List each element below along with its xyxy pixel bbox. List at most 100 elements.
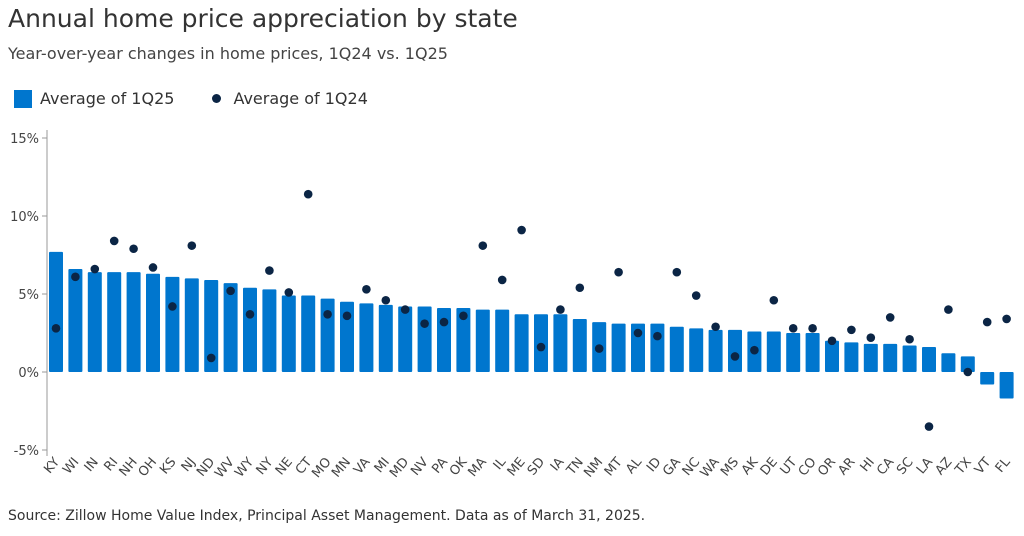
bar-WA [708, 329, 723, 372]
dot-NV [420, 319, 429, 328]
dot-GA [672, 267, 682, 277]
dot-CA [885, 313, 895, 322]
x-tick-label: PA [429, 455, 451, 477]
dot-ME [517, 225, 526, 235]
bar-MN [340, 301, 354, 372]
x-tick-label: NE [273, 455, 296, 478]
bar-ND [204, 279, 219, 372]
dot-MO [323, 309, 332, 319]
bar-WV [223, 283, 238, 372]
dot-WI [71, 272, 80, 282]
bar-SC [902, 345, 917, 372]
dot-NC [691, 291, 701, 300]
bar-MA [475, 309, 490, 372]
dot-SD [536, 342, 546, 352]
dot-KY [51, 324, 61, 333]
bar-NC [689, 328, 704, 372]
dot-MN [342, 311, 352, 321]
x-tick-label: HI [858, 455, 878, 475]
bar-IN [87, 272, 102, 372]
dot-AR [847, 325, 856, 335]
source-note: Source: Zillow Home Value Index, Princip… [8, 508, 646, 524]
bar-WI [68, 269, 83, 372]
bar-GA [669, 326, 684, 372]
dot-MI [381, 295, 391, 305]
x-tick-label: SC [894, 455, 917, 478]
dot-WY [245, 309, 255, 319]
x-tick-label: MI [372, 455, 393, 476]
dot-OH [148, 263, 158, 272]
dot-SC [905, 334, 914, 344]
dot-NY [265, 266, 274, 275]
dot-LA [924, 422, 934, 431]
dot-VA [362, 285, 371, 294]
dot-UT [788, 324, 798, 333]
bar-HI [863, 343, 878, 372]
legend-bar-swatch [14, 89, 32, 108]
dot-IL [497, 275, 507, 285]
bar-DE [766, 331, 781, 372]
dot-HI [866, 333, 876, 342]
bar-KY [49, 251, 63, 372]
y-tick-label: 0% [18, 366, 39, 381]
legend-label-1q24: Average of 1Q24 [233, 89, 368, 108]
dot-CO [808, 324, 817, 333]
dot-KS [168, 302, 177, 311]
bar-TN [572, 318, 587, 372]
bar-TX [960, 356, 975, 372]
dot-AZ [944, 305, 953, 314]
bar-PA [437, 308, 451, 372]
bar-IA [553, 314, 568, 372]
x-tick-label: ID [644, 455, 664, 475]
x-tick-label: IN [82, 455, 102, 475]
dot-CT [303, 189, 313, 199]
bar-FL [999, 372, 1014, 399]
dot-IN [90, 264, 100, 274]
dot-MA [478, 241, 488, 250]
dot-WV [226, 286, 235, 296]
bar-NJ [184, 278, 199, 372]
x-tick-label: AZ [933, 455, 956, 478]
x-tick-label: UT [778, 455, 801, 478]
bar-ID [650, 323, 665, 372]
dot-ID [653, 331, 662, 341]
y-tick-label: 10% [10, 210, 39, 225]
bar-RI [107, 272, 122, 372]
bar-NE [281, 295, 296, 372]
dot-WA [711, 322, 720, 332]
bar-AL [631, 323, 645, 372]
x-tick-label: WI [60, 455, 82, 477]
bar-VA [359, 303, 374, 372]
y-tick-label: 5% [18, 288, 39, 303]
dot-TX [963, 367, 973, 377]
x-tick-label: MA [465, 455, 489, 480]
dot-OK [459, 311, 468, 321]
dot-DE [769, 295, 779, 305]
dot-NE [284, 288, 294, 297]
dot-FL [1002, 314, 1011, 324]
legend-label-1q25: Average of 1Q25 [40, 89, 175, 108]
dot-ND [206, 353, 216, 363]
bar-MO [320, 298, 335, 372]
bar-NV [417, 306, 432, 372]
bar-NH [126, 272, 141, 372]
dot-NM [594, 344, 604, 353]
chart-subtitle: Year-over-year changes in home prices, 1… [8, 44, 448, 63]
dot-TN [575, 283, 585, 293]
bar-OH [146, 273, 160, 372]
x-tick-label: AR [835, 455, 858, 478]
dot-AK [750, 345, 759, 355]
x-tick-label: TX [952, 455, 975, 478]
dot-AL [633, 328, 643, 338]
dot-IA [556, 305, 565, 314]
y-tick-label: 15% [10, 132, 39, 147]
dot-NH [129, 244, 138, 254]
bar-MI [378, 304, 393, 372]
bar-CO [805, 333, 820, 372]
bar-LA [922, 347, 936, 372]
legend-dot-swatch [212, 94, 222, 103]
dot-RI [109, 236, 119, 246]
x-tick-label: CA [874, 455, 897, 478]
bar-IL [495, 309, 510, 372]
